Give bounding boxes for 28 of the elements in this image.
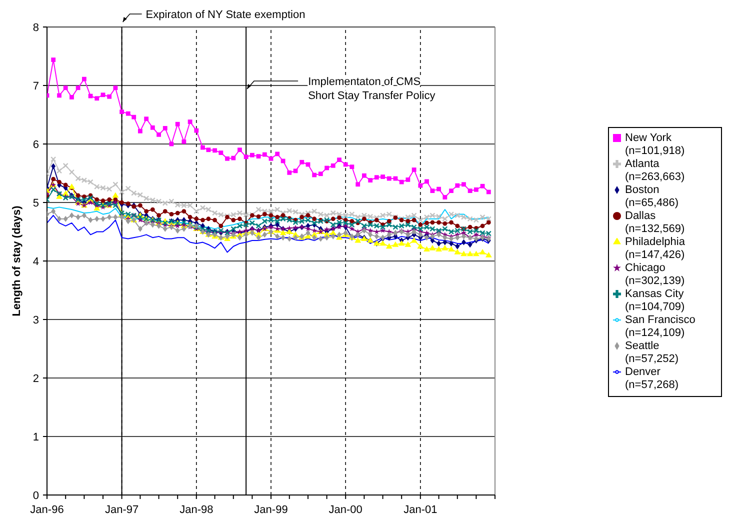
ref-line-label: Implementaton of CMS Short Stay Transfer Policy	[308, 76, 436, 102]
y-tick-label: 4	[32, 256, 39, 268]
y-tick-label: 6	[32, 139, 39, 151]
legend-label: Philadelphia (n=147,426)	[625, 236, 685, 262]
x-tick-label: Jan-97	[104, 504, 139, 516]
legend-label: New York (n=101,918)	[625, 132, 685, 158]
y-tick-label: 0	[32, 490, 39, 502]
x-tick-label: Jan-98	[180, 504, 214, 516]
legend-label: Dallas (n=132,569)	[625, 210, 685, 236]
x-tick-label: Jan-96	[30, 504, 64, 516]
y-tick-label: 2	[32, 373, 39, 385]
legend-label: Seattle (n=57,252)	[625, 340, 679, 366]
legend-label: Denver (n=57,268)	[625, 366, 679, 392]
y-tick-label: 1	[32, 432, 39, 444]
legend-label: Expiraton of NY State exemption	[146, 9, 306, 21]
legend-label: Kansas City (n=104,709)	[625, 288, 685, 314]
y-tick-label: 8	[32, 22, 39, 34]
legend-label: Atlanta (n=263,663)	[625, 158, 685, 184]
x-tick-label: Jan-01	[404, 504, 438, 516]
x-tick-label: Jan-99	[254, 504, 288, 516]
legend-label: Boston (n=65,486)	[625, 184, 679, 210]
y-tick-label: 3	[32, 314, 39, 326]
y-tick-label: 7	[32, 80, 39, 92]
legend-label: Chicago (n=302,139)	[625, 262, 685, 288]
x-tick-label: Jan-00	[328, 504, 362, 516]
legend-label: San Francisco (n=124,109)	[625, 314, 696, 340]
y-tick-label: 5	[32, 198, 39, 210]
y-axis-title: Length of stay (days)	[11, 205, 23, 316]
